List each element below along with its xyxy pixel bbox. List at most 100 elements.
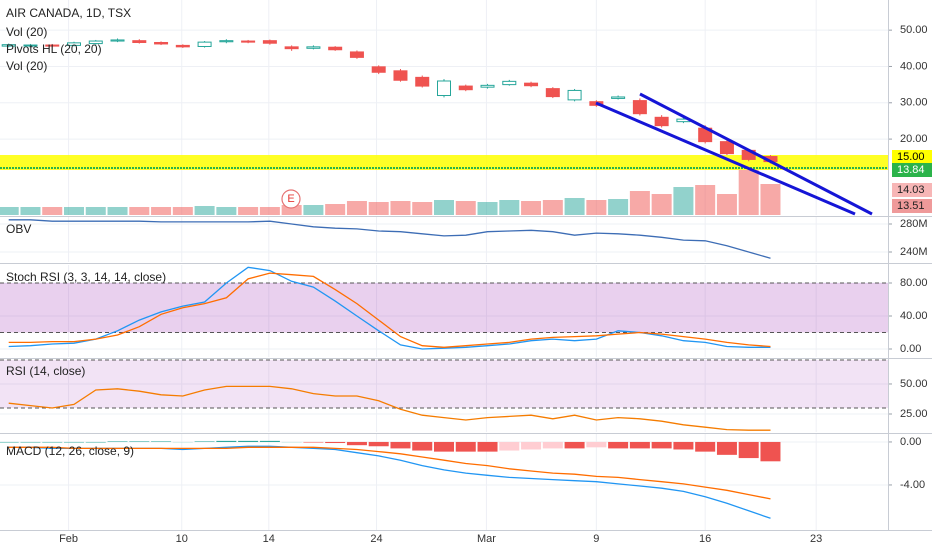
indicator-line xyxy=(8,219,771,259)
pane-title: MACD (12, 26, close, 9) xyxy=(6,444,134,458)
candle-body xyxy=(480,84,495,88)
volume-bar xyxy=(542,200,563,215)
histogram-bar xyxy=(303,441,324,443)
histogram-bar xyxy=(151,441,172,442)
volume-bar xyxy=(281,205,302,215)
histogram-bar xyxy=(455,441,476,452)
histogram-bar xyxy=(651,441,672,449)
indicator-legend: Vol (20) xyxy=(6,59,47,73)
candle-body xyxy=(88,40,103,45)
price-tag-bg xyxy=(892,199,932,213)
volume-bar xyxy=(259,207,280,215)
price-tag: 14.03 xyxy=(897,184,925,196)
candle-body xyxy=(567,89,582,101)
volume-bar xyxy=(477,202,498,215)
volume-bar xyxy=(434,200,454,215)
histogram-bar xyxy=(390,441,411,449)
price-tag: 13.84 xyxy=(897,164,925,176)
volume-bar xyxy=(629,191,650,215)
histogram-bar xyxy=(499,441,520,451)
channel-line xyxy=(595,101,856,216)
price-tag-bg xyxy=(892,163,932,177)
volume-bar xyxy=(194,206,215,215)
y-tick-label: 280M xyxy=(900,218,928,230)
histogram-bar xyxy=(629,441,650,449)
volume-bar xyxy=(455,201,476,215)
candle-body xyxy=(219,40,234,43)
candle-body xyxy=(371,66,386,73)
x-tick-label: 9 xyxy=(593,533,599,545)
symbol-title: AIR CANADA, 1D, TSX xyxy=(6,6,131,20)
histogram-bar xyxy=(738,441,759,459)
volume-bar xyxy=(129,207,150,215)
earnings-marker[interactable] xyxy=(281,189,301,209)
histogram-bar xyxy=(42,441,63,443)
histogram-bar xyxy=(760,441,781,462)
volume-bar xyxy=(303,205,324,215)
volume-bar xyxy=(346,201,367,215)
histogram-bar xyxy=(346,441,367,446)
y-tick-label: 240M xyxy=(900,246,928,258)
volume-bar xyxy=(608,199,629,215)
histogram-bar xyxy=(259,440,280,442)
volume-bar xyxy=(325,204,346,215)
candle-body xyxy=(132,40,147,43)
y-tick-label: 0.00 xyxy=(900,343,921,355)
histogram-bar xyxy=(64,441,84,443)
histogram-bar xyxy=(412,441,433,451)
histogram-bar xyxy=(172,441,193,443)
histogram-bar xyxy=(586,441,607,448)
volume-bar xyxy=(42,207,63,215)
histogram-bar xyxy=(20,441,41,443)
y-tick-label: -4.00 xyxy=(900,479,925,491)
x-tick-label: 10 xyxy=(176,533,188,545)
candle-body xyxy=(632,100,647,115)
volume-bar xyxy=(107,207,128,215)
candle-body xyxy=(197,41,212,47)
histogram-bar xyxy=(325,441,346,444)
volume-bar xyxy=(0,207,19,215)
volume-bar xyxy=(172,207,193,215)
y-tick-label: 40.00 xyxy=(900,310,928,322)
volume-bar xyxy=(85,207,106,215)
x-tick-label: 14 xyxy=(263,533,275,545)
volume-bar xyxy=(586,200,607,215)
price-tags: 15.00 13.84 14.03 13.51 xyxy=(892,150,932,213)
volume-bar xyxy=(216,207,237,215)
volume-bar xyxy=(738,170,759,215)
candle-body xyxy=(175,44,190,48)
candle-body xyxy=(349,51,364,58)
channel-line xyxy=(639,92,873,216)
price-tag: 13.51 xyxy=(897,200,925,212)
histogram-bar xyxy=(673,441,694,450)
volume-bar xyxy=(521,201,542,215)
volume-bar xyxy=(238,207,259,215)
candle-body xyxy=(23,44,38,47)
y-tick-label: 20.00 xyxy=(900,133,928,145)
candle-body xyxy=(502,80,517,86)
x-tick-label: Mar xyxy=(477,533,496,545)
y-tick-label: 0.00 xyxy=(900,436,921,448)
candle-body xyxy=(110,39,125,42)
histogram-bar xyxy=(129,441,150,442)
x-tick-label: Feb xyxy=(59,533,78,545)
marks xyxy=(0,38,781,519)
x-tick-label: 16 xyxy=(699,533,711,545)
volume-bar xyxy=(412,202,433,215)
indicator-line xyxy=(8,272,771,348)
volume-bar xyxy=(20,207,41,215)
candle-body xyxy=(524,82,539,87)
y-tick-label: 30.00 xyxy=(900,97,928,109)
histogram-bar xyxy=(521,441,542,450)
histogram-bar xyxy=(368,441,389,447)
indicator-legend: Pivots HL (20, 20) xyxy=(6,42,102,56)
band xyxy=(0,359,888,408)
volume-bar xyxy=(368,202,389,215)
histogram-bar xyxy=(85,441,106,443)
histogram-bar xyxy=(564,441,585,449)
volume-bar xyxy=(716,194,737,215)
candle-body xyxy=(611,96,626,99)
histogram-bar xyxy=(434,441,454,452)
band xyxy=(0,282,888,333)
